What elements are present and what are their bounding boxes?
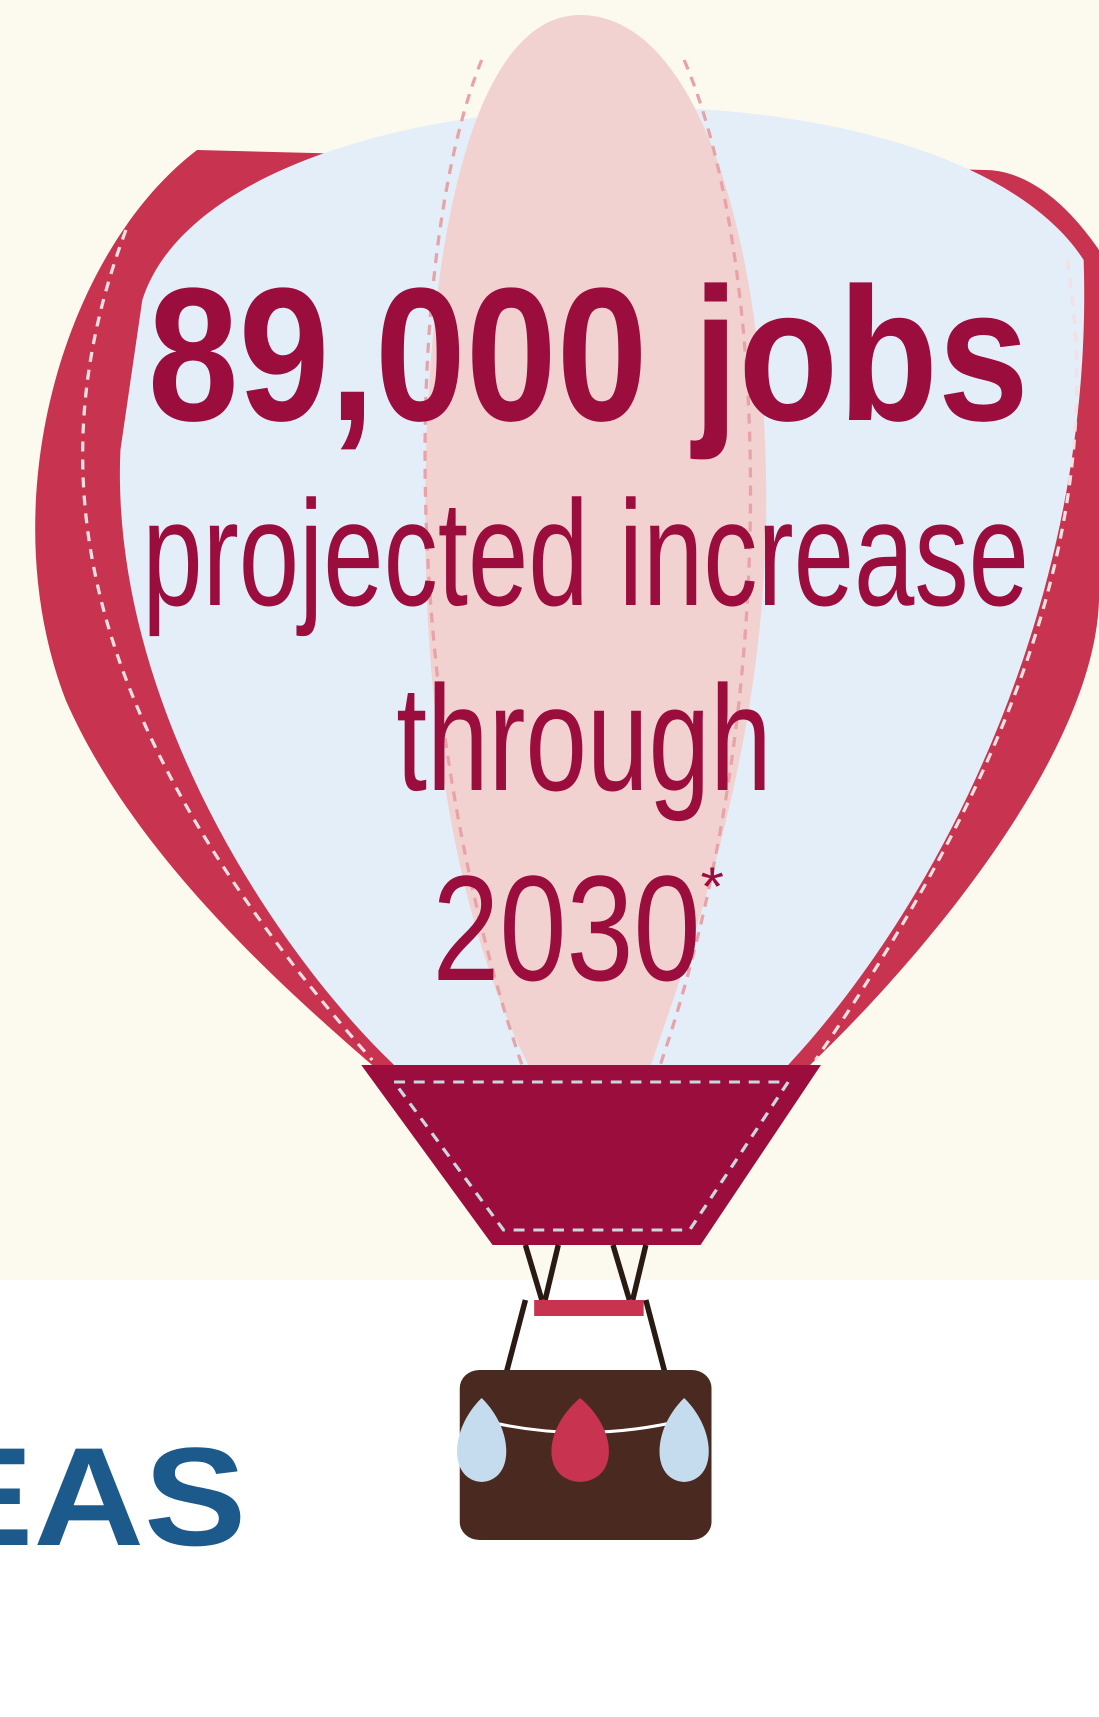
headline: 89,000 jobs xyxy=(148,249,1029,461)
section-heading: REAS xyxy=(0,1419,246,1575)
balloon-skirt xyxy=(361,1065,821,1245)
ropes xyxy=(503,1244,669,1376)
ornament xyxy=(457,1398,507,1482)
skirt-stitching xyxy=(390,1080,792,1232)
subtitle-line: 2030 xyxy=(432,846,700,1013)
stitching xyxy=(423,59,753,1076)
subtitle-line: through xyxy=(396,656,771,823)
edge-stitching xyxy=(81,229,1079,1061)
balloon-stripe xyxy=(425,15,767,1080)
ornament xyxy=(551,1398,609,1482)
burner xyxy=(534,1300,644,1316)
ornament xyxy=(659,1398,709,1482)
subtitle-line: projected increase xyxy=(142,471,1029,638)
footnote-mark: * xyxy=(701,856,724,917)
